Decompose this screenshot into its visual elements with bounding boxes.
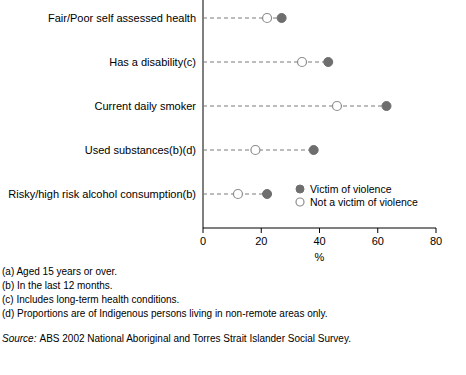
dot xyxy=(298,58,307,67)
category-label: Has a disability(c) xyxy=(109,56,196,68)
footnote: (a) Aged 15 years or over. xyxy=(2,266,117,277)
footnote: (d) Proportions are of Indigenous person… xyxy=(2,308,328,319)
x-tick-label: 0 xyxy=(200,235,206,247)
x-tick-label: 20 xyxy=(255,235,267,247)
legend-label: Not a victim of violence xyxy=(310,196,418,208)
chart: 0 20 40 60 80% Fair/Poor self assessed health… xyxy=(0,0,466,375)
x-tick xyxy=(203,228,204,233)
x-tick xyxy=(436,228,437,233)
x-tick xyxy=(261,228,262,233)
x-tick-label: 80 xyxy=(430,235,442,247)
dot xyxy=(324,58,333,67)
x-tick xyxy=(377,228,378,233)
dot xyxy=(382,102,391,111)
category-label: Current daily smoker xyxy=(95,100,197,112)
source: Source:ABS 2002 National Aboriginal and … xyxy=(2,333,351,344)
dot xyxy=(309,146,318,155)
dot xyxy=(332,102,341,111)
legend-label: Victim of violence xyxy=(310,183,392,195)
plot-area xyxy=(203,14,391,199)
x-tick xyxy=(319,228,320,233)
x-tick-label: 60 xyxy=(372,235,384,247)
dot xyxy=(251,146,260,155)
category-label: Risky/high risk alcohol consumption(b) xyxy=(8,188,196,200)
dot xyxy=(233,190,242,199)
connector-line xyxy=(203,106,386,107)
source-label: Source: xyxy=(2,333,37,344)
dot xyxy=(263,190,272,199)
footnote: (b) In the last 12 months. xyxy=(2,280,113,291)
dot xyxy=(263,14,272,23)
x-axis-label: % xyxy=(315,251,325,263)
connector-line xyxy=(203,62,328,63)
source-text: ABS 2002 National Aboriginal and Torres … xyxy=(39,333,350,344)
legend-marker xyxy=(296,185,304,193)
dot xyxy=(277,14,286,23)
legend-marker xyxy=(296,198,304,206)
footnote: (c) Includes long-term health conditions… xyxy=(2,294,179,305)
x-tick-label: 40 xyxy=(313,235,325,247)
category-label: Used substances(b)(d) xyxy=(85,144,196,156)
category-label: Fair/Poor self assessed health xyxy=(48,12,196,24)
